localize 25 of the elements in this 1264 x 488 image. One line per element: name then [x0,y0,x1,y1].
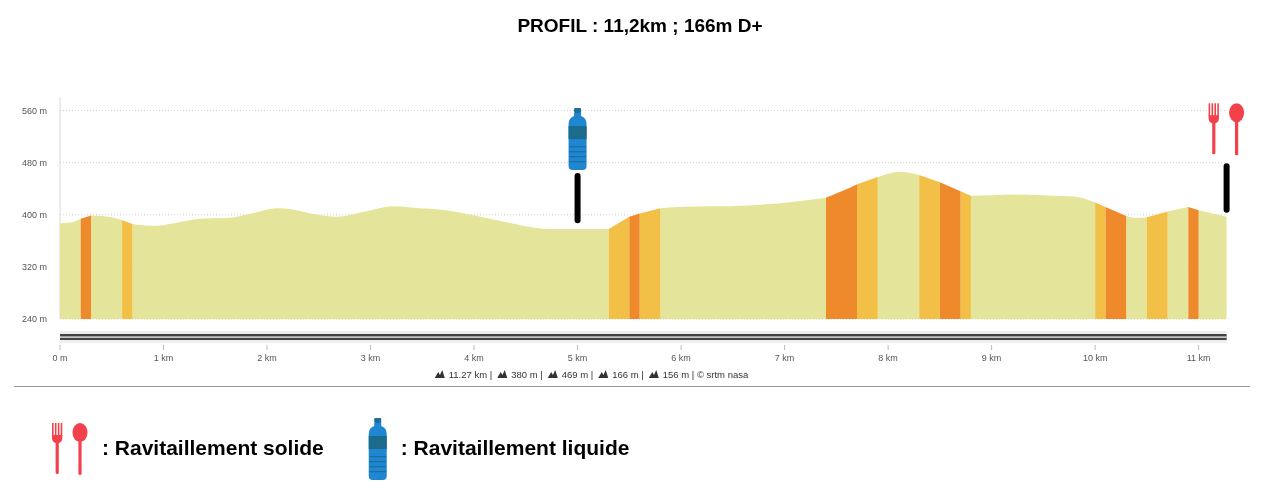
x-tick-label: 11 km [1186,353,1211,363]
x-tick-label: 0 m [52,353,68,363]
x-tick-label: 7 km [774,353,795,363]
y-tick-label: 480 m [21,157,47,168]
x-tick-label: 5 km [567,353,588,363]
text: 156 m | © srtm nasa [662,369,749,380]
x-tick-label: 4 km [464,353,484,363]
x-tick-label: 3 km [360,353,381,363]
x-tick-label: 6 km [671,353,691,363]
text: 166 m | [612,369,644,380]
x-tick-label: 8 km [878,353,898,363]
x-tick-label: 10 km [1082,353,1108,363]
x-tick-label: 9 km [981,353,1002,363]
text: : Ravitaillement liquide [400,436,630,459]
x-tick-label: 1 km [153,353,174,363]
y-tick-label: 400 m [21,209,47,220]
y-tick-label: 240 m [21,314,47,325]
text: 380 m | [511,369,543,380]
y-tick-label: 560 m [21,105,47,116]
x-tick-label: 2 km [257,353,277,363]
chart-title: PROFIL : 11,2km ; 166m D+ [517,15,763,36]
text: : Ravitaillement solide [102,436,324,459]
y-tick-label: 320 m [21,262,47,273]
text: 11.27 km | [448,369,493,380]
text: 469 m | [561,369,594,380]
